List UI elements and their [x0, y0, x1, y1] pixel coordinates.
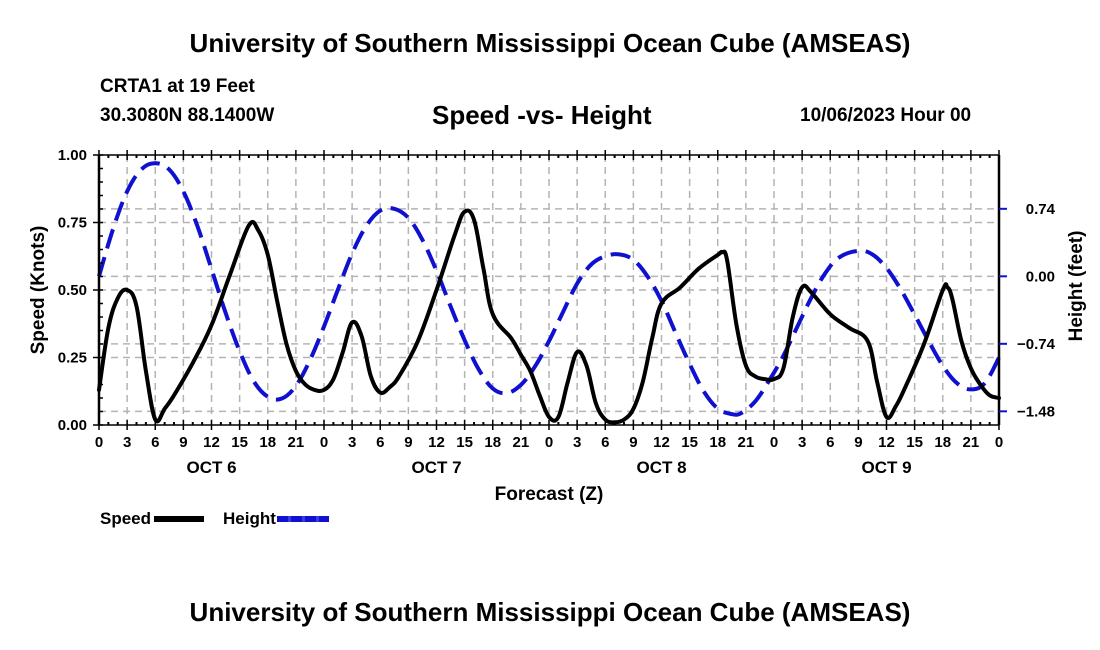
forecast-date: 10/06/2023 Hour 00 — [800, 105, 972, 126]
day-label: OCT 8 — [636, 458, 686, 477]
x-tick-label: 15 — [231, 434, 248, 451]
x-tick-label: 21 — [963, 434, 980, 451]
y2-tick-label: 0.00 — [1026, 268, 1055, 285]
x-tick-label: 3 — [348, 434, 356, 451]
coordinates-label: 30.3080N 88.1400W — [100, 105, 275, 126]
x-tick-label: 15 — [681, 434, 698, 451]
x-tick-label: 9 — [404, 434, 412, 451]
x-tick-label: 15 — [906, 434, 923, 451]
legend-height-label: Height — [223, 509, 276, 528]
x-tick-label: 3 — [798, 434, 806, 451]
y-tick-label: 0.25 — [58, 350, 87, 367]
x-tick-label: 21 — [513, 434, 530, 451]
x-tick-label: 9 — [629, 434, 637, 451]
day-label: OCT 6 — [186, 458, 236, 477]
x-tick-label: 18 — [934, 434, 951, 451]
x-tick-label: 0 — [770, 434, 778, 451]
x-tick-label: 18 — [709, 434, 726, 451]
x-tick-label: 6 — [376, 434, 384, 451]
plot-frame — [93, 150, 1007, 430]
speed-series-line — [97, 208, 1001, 425]
grid-lines — [99, 155, 999, 425]
y2-tick-label: −1.48 — [1017, 403, 1055, 420]
y2-axis-title: Height (feet) — [1066, 231, 1087, 342]
y-axis-title: Speed (Knots) — [28, 226, 49, 355]
height-series-line — [97, 161, 1001, 417]
x-tick-label: 15 — [456, 434, 473, 451]
y-tick-label: 0.00 — [58, 417, 87, 434]
x-tick-label: 12 — [653, 434, 670, 451]
x-tick-label: 0 — [320, 434, 328, 451]
axis-labels: 0 3 6 9 12 15 18 21 0 3 6 9 12 15 18 21 0 3 6 9 12 15 18 21 0 3 6 9… — [28, 147, 1087, 505]
x-tick-label: 21 — [288, 434, 305, 451]
legend-speed-swatch — [154, 516, 205, 522]
x-tick-label: 12 — [203, 434, 220, 451]
y-tick-label: 1.00 — [58, 147, 87, 164]
x-tick-label: 0 — [545, 434, 553, 451]
series-layer — [97, 161, 1001, 425]
x-tick-label: 12 — [878, 434, 895, 451]
x-tick-label: 18 — [484, 434, 501, 451]
x-tick-label: 3 — [573, 434, 581, 451]
legend-speed-label: Speed — [100, 509, 152, 528]
x-tick-label: 18 — [259, 434, 276, 451]
x-tick-label: 6 — [151, 434, 159, 451]
x-tick-label: 21 — [738, 434, 755, 451]
x-axis-title: Forecast (Z) — [495, 484, 604, 505]
x-tick-label: 9 — [179, 434, 187, 451]
x-tick-label: 6 — [826, 434, 834, 451]
x-tick-label: 9 — [854, 434, 862, 451]
main-title: University of Southern Mississippi Ocean… — [189, 28, 911, 58]
y-tick-label: 0.50 — [58, 282, 87, 299]
x-tick-label: 12 — [428, 434, 445, 451]
footer-title: University of Southern Mississippi Ocean… — [189, 597, 911, 627]
day-label: OCT 7 — [411, 458, 461, 477]
x-tick-label: 0 — [95, 434, 103, 451]
y2-tick-label: 0.74 — [1026, 201, 1056, 218]
y2-tick-label: −0.74 — [1017, 336, 1056, 353]
x-tick-label: 6 — [601, 434, 609, 451]
x-tick-label: 3 — [123, 434, 131, 451]
station-label: CRTA1 at 19 Feet — [100, 76, 255, 97]
y-tick-label: 0.75 — [58, 215, 87, 232]
legend: Speed Height — [100, 509, 329, 529]
legend-height-swatch — [276, 516, 329, 522]
x-tick-label: 0 — [995, 434, 1003, 451]
day-label: OCT 9 — [861, 458, 911, 477]
chart-subtitle: Speed -vs- Height — [432, 100, 652, 130]
